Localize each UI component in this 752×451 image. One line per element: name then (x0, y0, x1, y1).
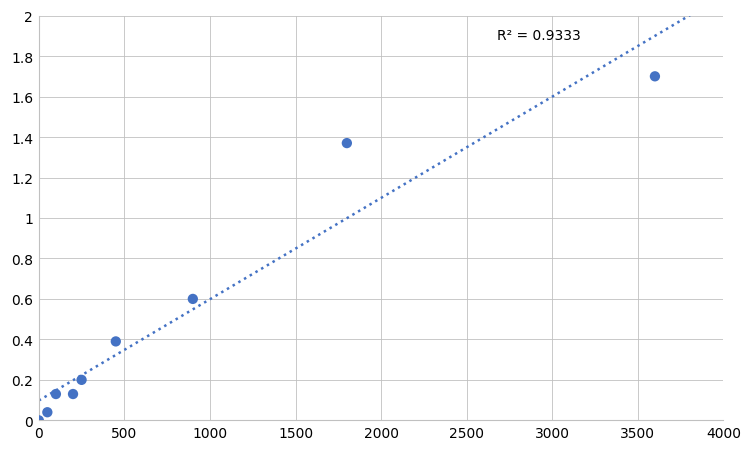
Point (33, 417, 45, 424)
Point (186, 296, 199, 303)
Point (341, 140, 353, 147)
Text: R² = 0.9333: R² = 0.9333 (498, 29, 581, 43)
Point (75, 377, 87, 384)
Point (110, 338, 122, 345)
Point (649, 74, 661, 81)
Point (41, 409, 53, 416)
Point (50, 391, 62, 398)
Point (67, 391, 79, 398)
